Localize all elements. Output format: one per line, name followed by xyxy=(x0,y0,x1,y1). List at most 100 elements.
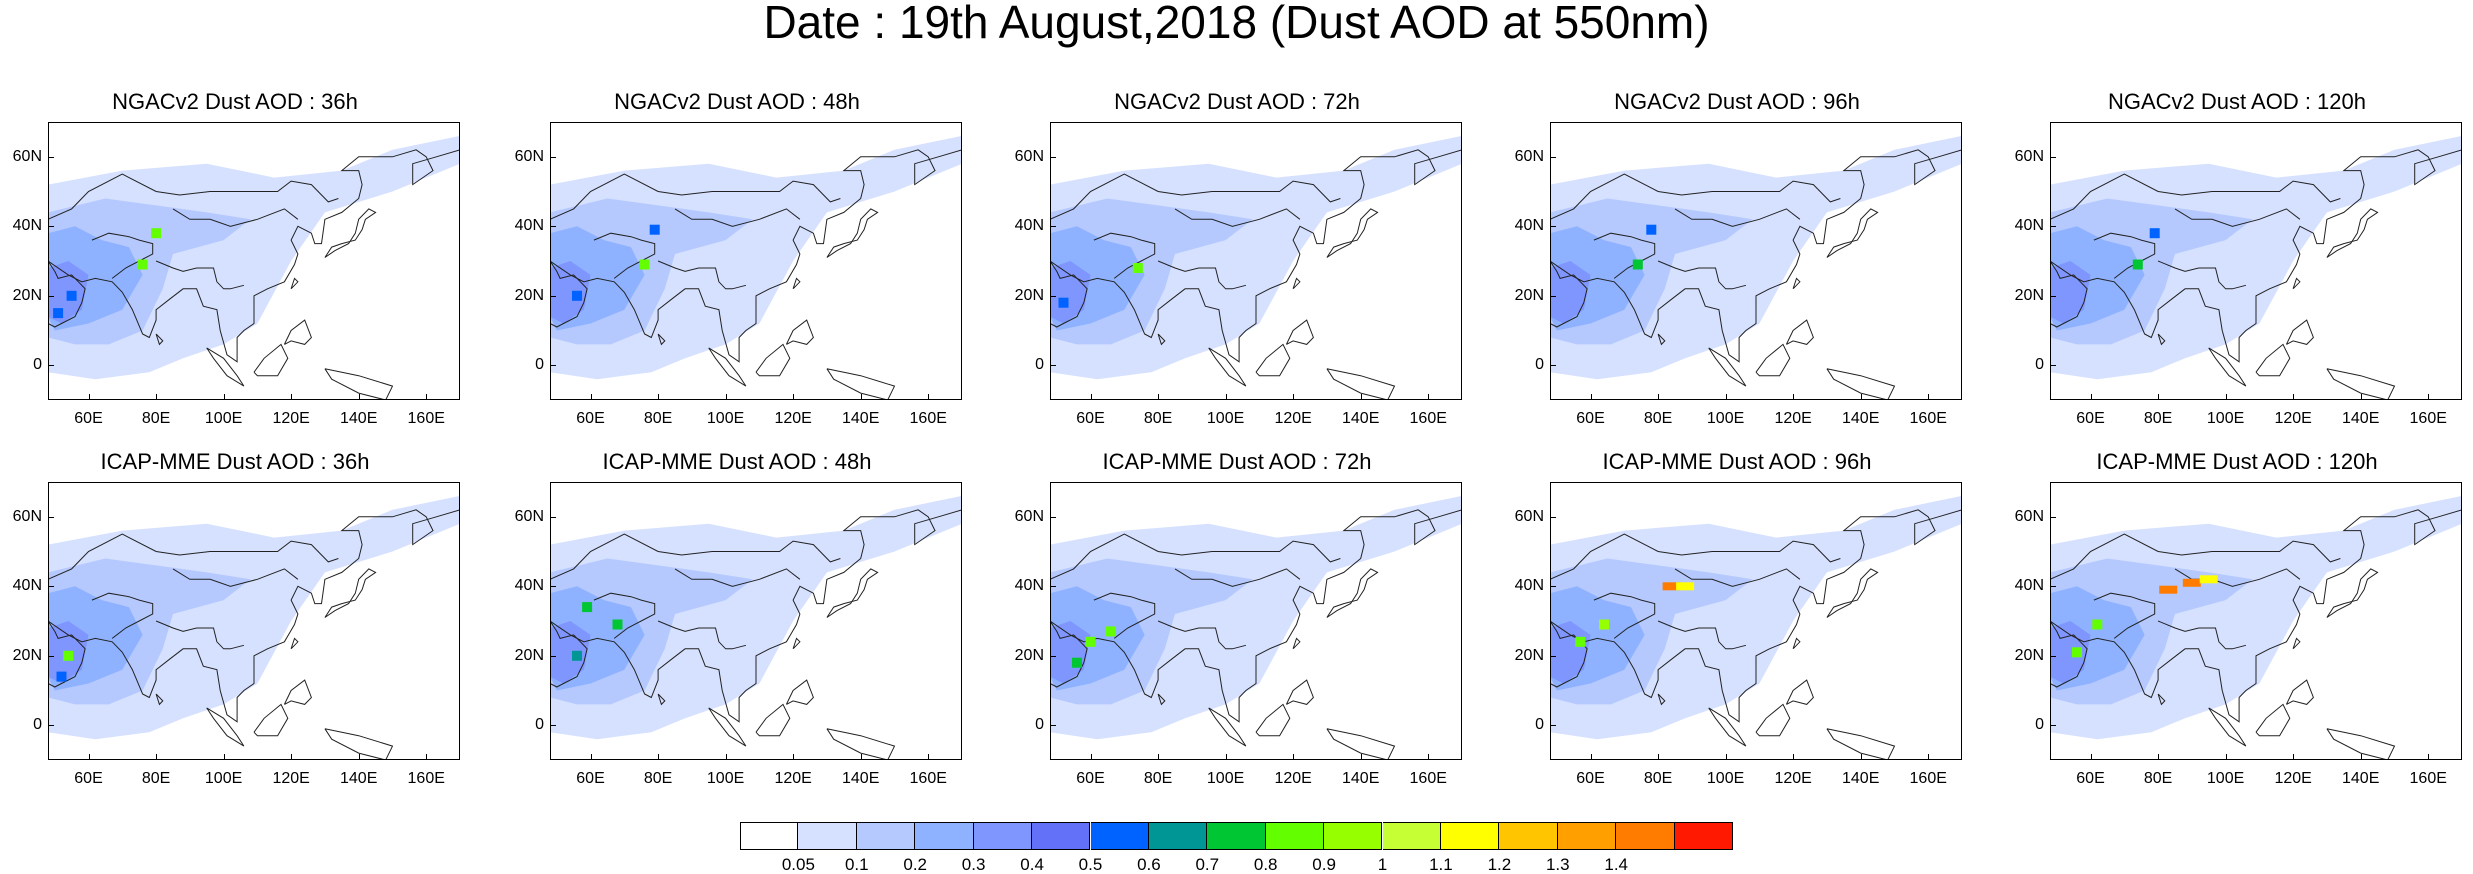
map-panel: ICAP-MME Dust AOD : 96h 60N 40N 20N 0 60E 80E 1… xyxy=(1502,450,1972,830)
coastline xyxy=(2208,707,2247,747)
coastline xyxy=(1550,149,1962,363)
longitude-tick xyxy=(590,754,592,760)
border-line xyxy=(1093,592,1156,639)
coastline xyxy=(48,260,86,328)
colorbar-swatch xyxy=(1674,822,1733,850)
map-panel: NGACv2 Dust AOD : 36h 60N 40N 20N 0 60E 80E 100… xyxy=(0,90,470,470)
latitude-tick xyxy=(1050,156,1056,158)
coastline xyxy=(1792,277,1801,290)
longitude-tick xyxy=(590,394,592,400)
coastline xyxy=(206,707,245,747)
coastline xyxy=(2050,509,2462,723)
longitude-label: 160E xyxy=(407,410,445,427)
colorbar-label: 0.8 xyxy=(1253,855,1278,874)
latitude-label: 60N xyxy=(2014,147,2044,165)
longitude-tick xyxy=(426,394,428,400)
coastline xyxy=(290,637,299,650)
dust-hotspot xyxy=(1646,224,1657,235)
panel-title: ICAP-MME Dust AOD : 36h xyxy=(100,449,370,474)
map-svg xyxy=(1550,495,1962,760)
longitude-label: 120E xyxy=(774,770,812,787)
colorbar-label: 0.05 xyxy=(781,855,815,874)
dust-field-region xyxy=(1050,261,1091,324)
longitude-label: 60E xyxy=(576,410,605,427)
coastline xyxy=(2208,347,2247,387)
longitude-label: 100E xyxy=(204,770,243,787)
longitude-tick xyxy=(1793,754,1795,760)
longitude-label: 60E xyxy=(74,770,103,787)
longitude-tick xyxy=(793,394,795,400)
coastline xyxy=(2326,208,2379,258)
longitude-label: 100E xyxy=(1206,770,1245,787)
latitude-label: 40N xyxy=(2014,577,2044,595)
colorbar-label: 1.1 xyxy=(1429,855,1453,874)
latitude-label: 40N xyxy=(514,577,544,595)
longitude-label: 140E xyxy=(340,770,378,787)
coastline xyxy=(792,637,801,650)
latitude-label: 40N xyxy=(1014,217,1044,235)
coastline xyxy=(755,703,791,737)
latitude-tick xyxy=(2050,226,2056,228)
border-line xyxy=(155,620,245,650)
border-line xyxy=(1674,208,1801,227)
border-line xyxy=(674,208,801,227)
dust-field-region xyxy=(2050,495,2462,740)
latitude-label: 0 xyxy=(1535,356,1544,374)
longitude-tick xyxy=(2428,394,2430,400)
coastline xyxy=(826,368,896,400)
border-line xyxy=(2157,620,2247,650)
dust-hotspot xyxy=(572,650,582,661)
longitude-tick xyxy=(725,754,727,760)
coastline xyxy=(755,343,791,377)
border-line xyxy=(1674,568,1801,587)
border-line xyxy=(172,208,299,227)
longitude-label: 160E xyxy=(407,770,445,787)
coastline xyxy=(2285,679,2314,705)
coastline xyxy=(1550,509,1962,723)
coastline xyxy=(1292,637,1301,650)
colorbar-swatch xyxy=(973,822,1032,850)
latitude-tick xyxy=(1550,655,1556,657)
coastline xyxy=(785,319,814,345)
dust-hotspot xyxy=(1662,582,1681,591)
colorbar-swatch xyxy=(1324,822,1383,850)
latitude-tick xyxy=(1550,516,1556,518)
longitude-tick xyxy=(2293,394,2295,400)
map-panel: ICAP-MME Dust AOD : 72h 60N 40N 20N 0 60E 80E 1… xyxy=(1002,450,1472,830)
latitude-tick xyxy=(48,586,54,588)
colorbar-swatch xyxy=(915,822,974,850)
coastline xyxy=(2050,260,2088,328)
coastline xyxy=(324,368,394,400)
dust-hotspot xyxy=(151,228,162,239)
latitude-tick xyxy=(2050,295,2056,297)
coastline xyxy=(2255,703,2291,737)
coastline xyxy=(1657,333,1666,346)
latitude-tick xyxy=(2050,156,2056,158)
dust-field-region xyxy=(550,135,962,380)
panel-title: NGACv2 Dust AOD : 72h xyxy=(1114,89,1360,114)
longitude-tick xyxy=(1360,394,1362,400)
border-line xyxy=(2157,260,2247,290)
longitude-label: 160E xyxy=(1909,770,1947,787)
longitude-label: 60E xyxy=(1076,770,1105,787)
coastline xyxy=(1292,277,1301,290)
longitude-label: 100E xyxy=(706,410,745,427)
longitude-label: 60E xyxy=(1076,410,1105,427)
border-line xyxy=(48,173,339,220)
longitude-tick xyxy=(1793,394,1795,400)
longitude-tick xyxy=(1090,394,1092,400)
colorbar-label: 1.2 xyxy=(1487,855,1512,874)
longitude-tick xyxy=(223,394,225,400)
longitude-label: 80E xyxy=(141,770,171,787)
map-plot-area xyxy=(1550,482,1962,760)
longitude-label: 80E xyxy=(1643,410,1673,427)
coastline xyxy=(283,679,312,705)
longitude-tick xyxy=(358,754,360,760)
dust-hotspot xyxy=(1105,626,1116,637)
longitude-label: 100E xyxy=(1206,410,1245,427)
map-svg xyxy=(550,495,962,760)
dust-hotspot xyxy=(53,308,64,319)
longitude-label: 100E xyxy=(1706,410,1745,427)
coastline xyxy=(324,568,377,618)
longitude-tick xyxy=(928,394,930,400)
